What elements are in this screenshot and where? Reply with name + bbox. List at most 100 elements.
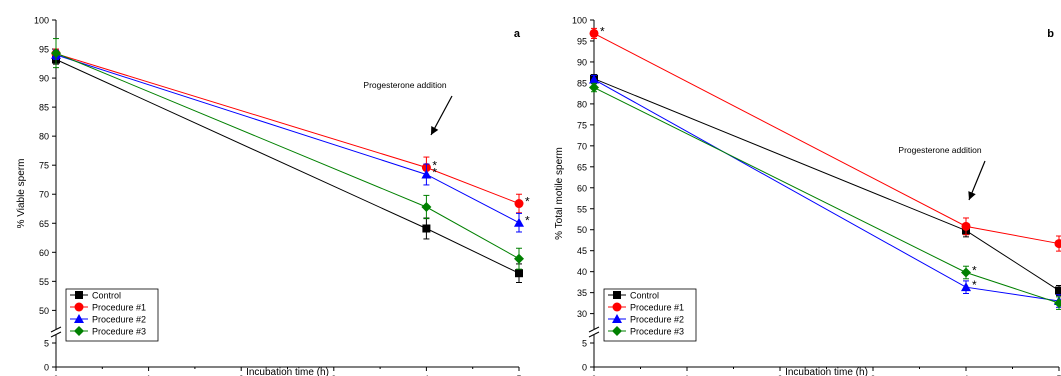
x-axis-label: Incubation time (h) bbox=[785, 367, 868, 376]
significance-star: * bbox=[525, 214, 530, 228]
series-procedure-1: * bbox=[589, 24, 1061, 252]
data-point bbox=[421, 169, 432, 179]
significance-star: * bbox=[600, 24, 605, 38]
data-point bbox=[514, 199, 524, 209]
x-tick-label: 3 bbox=[870, 374, 875, 376]
data-point bbox=[1055, 286, 1061, 295]
series-line bbox=[55, 59, 520, 274]
series-procedure-3: * bbox=[589, 82, 1061, 310]
data-point bbox=[961, 221, 971, 231]
data-point bbox=[589, 28, 599, 38]
series-line bbox=[593, 79, 1060, 302]
series-line bbox=[593, 32, 1060, 245]
annotation-text: Progesterone addition bbox=[363, 80, 446, 90]
legend-entry: Procedure #2 bbox=[92, 315, 146, 325]
y-tick-label: 95 bbox=[39, 45, 49, 55]
series-procedure-2: * bbox=[589, 74, 1061, 308]
legend-entry: Procedure #3 bbox=[92, 327, 146, 337]
series-procedure-2: ** bbox=[51, 49, 530, 233]
y-tick-label: 5 bbox=[582, 339, 587, 349]
series-line bbox=[55, 53, 520, 204]
axis-break-mark bbox=[588, 331, 600, 338]
x-tick-label: 2 bbox=[777, 374, 782, 376]
y-tick-label: 30 bbox=[577, 309, 587, 319]
x-tick-label: 2 bbox=[239, 374, 244, 376]
annotation-arrowhead bbox=[431, 126, 439, 135]
legend-entry: Procedure #1 bbox=[92, 303, 146, 313]
legend-entry: Procedure #3 bbox=[630, 327, 684, 337]
y-tick-label: 65 bbox=[39, 219, 49, 229]
x-tick-label: 0 bbox=[591, 374, 596, 376]
legend-entry: Procedure #2 bbox=[630, 315, 684, 325]
annotation-text: Progesterone addition bbox=[898, 145, 981, 155]
legend-marker bbox=[612, 302, 622, 312]
data-point bbox=[961, 282, 971, 292]
significance-star: * bbox=[525, 195, 530, 209]
y-tick-label: 55 bbox=[39, 277, 49, 287]
y-tick-label: 50 bbox=[577, 225, 587, 235]
x-tick-label: 4 bbox=[424, 374, 429, 376]
data-point bbox=[514, 253, 524, 264]
series-line bbox=[593, 87, 1060, 304]
y-tick-label: 75 bbox=[39, 161, 49, 171]
chart-panel-a: 0123455055606570758085909510005Incubatio… bbox=[16, 16, 530, 376]
y-tick-label: 40 bbox=[577, 267, 587, 277]
y-axis-label: % Viable sperm bbox=[16, 159, 27, 229]
x-tick-label: 0 bbox=[53, 374, 58, 376]
y-tick-label: 85 bbox=[577, 78, 587, 88]
significance-star: * bbox=[972, 278, 977, 292]
data-point bbox=[422, 224, 431, 233]
legend-marker bbox=[612, 314, 622, 323]
axis-break-mark bbox=[588, 326, 600, 333]
data-point bbox=[1054, 239, 1061, 249]
y-tick-label: 70 bbox=[39, 190, 49, 200]
data-point bbox=[589, 74, 599, 84]
y-tick-label: 90 bbox=[39, 74, 49, 84]
data-point bbox=[421, 202, 432, 213]
y-tick-label: 75 bbox=[577, 120, 587, 130]
legend-marker bbox=[74, 302, 84, 312]
y-tick-label: 80 bbox=[39, 132, 49, 142]
x-tick-label: 1 bbox=[146, 374, 151, 376]
y-tick-label: 50 bbox=[39, 306, 49, 316]
data-point bbox=[514, 217, 524, 227]
panel-label: b bbox=[1047, 28, 1054, 40]
legend: Control Procedure #1 Procedure #2 Procedure… bbox=[603, 288, 697, 342]
y-tick-label: 80 bbox=[577, 99, 587, 109]
data-point bbox=[51, 48, 61, 59]
series-line bbox=[55, 54, 520, 224]
y-tick-label: 5 bbox=[44, 339, 49, 349]
y-tick-label: 70 bbox=[577, 141, 587, 151]
y-tick-label: 0 bbox=[44, 363, 49, 373]
y-tick-label: 85 bbox=[39, 103, 49, 113]
legend-marker bbox=[612, 326, 622, 336]
legend-marker bbox=[74, 314, 84, 323]
significance-star: * bbox=[972, 264, 977, 278]
x-tick-label: 1 bbox=[684, 374, 689, 376]
y-tick-label: 100 bbox=[572, 16, 587, 26]
axis-break-mark bbox=[50, 331, 62, 338]
series-control bbox=[52, 54, 523, 284]
legend-entry: Procedure #1 bbox=[630, 303, 684, 313]
y-tick-label: 90 bbox=[577, 57, 587, 67]
legend-entry: Control bbox=[92, 291, 121, 301]
series-procedure-3 bbox=[51, 38, 524, 270]
y-tick-label: 65 bbox=[577, 162, 587, 172]
legend: Control Procedure #1 Procedure #2 Procedure… bbox=[65, 288, 159, 342]
significance-star: * bbox=[432, 165, 437, 179]
significance-star: * bbox=[432, 159, 437, 173]
chart-panel-b: 012345303540455055606570758085909510005I… bbox=[554, 16, 1061, 376]
y-tick-label: 55 bbox=[577, 204, 587, 214]
series-control bbox=[590, 74, 1061, 297]
y-tick-label: 60 bbox=[39, 248, 49, 258]
legend-marker bbox=[75, 291, 83, 299]
y-axis-label: % Total motile sperm bbox=[554, 147, 565, 240]
data-point bbox=[589, 82, 599, 93]
annotation-arrowhead bbox=[968, 191, 976, 200]
y-tick-label: 35 bbox=[577, 288, 587, 298]
y-tick-label: 45 bbox=[577, 246, 587, 256]
x-axis-label: Incubation time (h) bbox=[246, 367, 329, 376]
x-tick-label: 5 bbox=[1056, 374, 1061, 376]
panel-label: a bbox=[514, 28, 521, 40]
